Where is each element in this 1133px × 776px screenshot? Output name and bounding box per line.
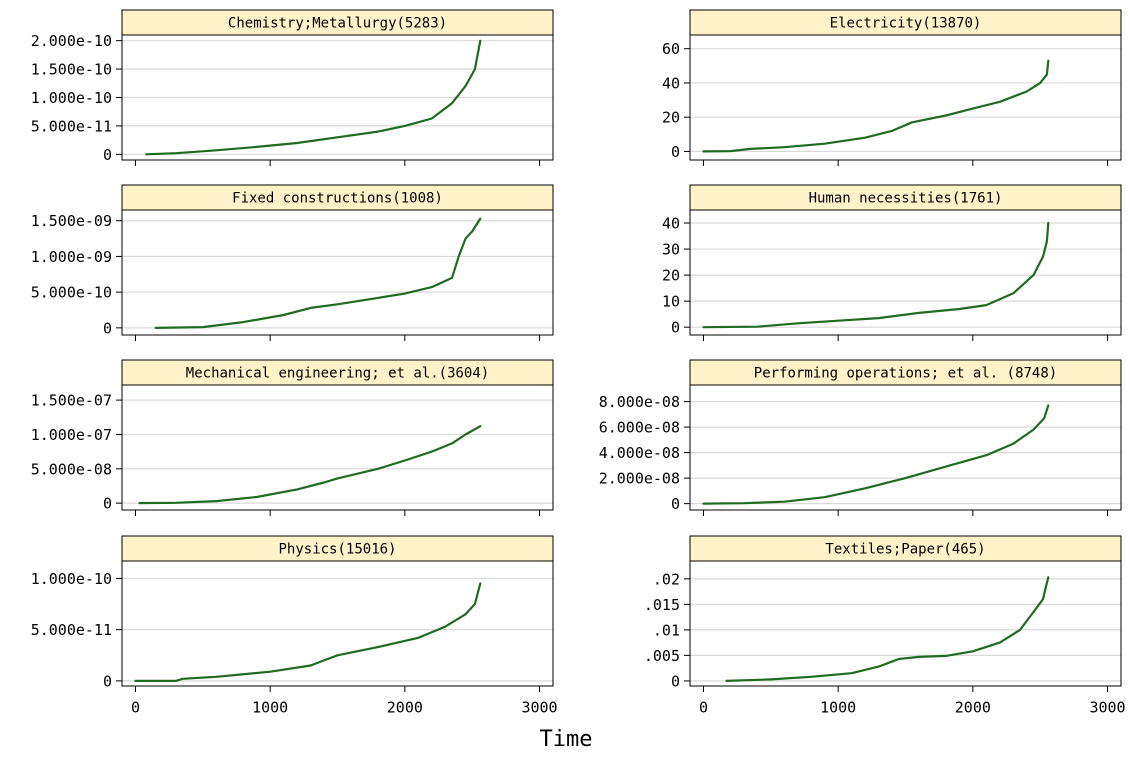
series-line	[702, 221, 1050, 329]
y-tick-label: 1.000e-09	[31, 248, 112, 266]
x-tick-label: 0	[131, 699, 140, 717]
panel-strip	[689, 359, 1122, 386]
x-tick-label: 1000	[252, 699, 288, 717]
y-tick-label: 0	[103, 319, 112, 337]
panel-4: Human necessities(1761) 0 10 20 30 40	[662, 184, 1122, 341]
x-tick-label: 3000	[1089, 699, 1125, 717]
panel-6: Performing operations; et al. (8748) 0 2.0…	[599, 359, 1122, 516]
y-tick-label: .005	[644, 647, 680, 665]
plot-frame	[689, 34, 1122, 161]
y-tick-label: 5.000e-11	[31, 621, 112, 639]
panel-2: Electricity(13870) 0 20 40 60	[662, 9, 1122, 166]
x-axis-title: Time	[540, 727, 593, 752]
y-tick-label: 0	[103, 495, 112, 513]
plot-frame	[121, 384, 554, 511]
y-tick-label: 8.000e-08	[599, 393, 680, 411]
plot-frame	[121, 560, 554, 687]
y-tick-label: .02	[653, 570, 680, 588]
series-line	[725, 576, 1050, 683]
x-tick-label: 2000	[387, 699, 423, 717]
panel-strip	[689, 535, 1122, 562]
y-tick-label: 1.500e-10	[31, 61, 112, 79]
y-tick-label: 40	[662, 74, 680, 92]
series-line	[702, 404, 1050, 505]
plot-frame	[689, 560, 1122, 687]
y-tick-label: 1.000e-07	[31, 426, 112, 444]
panels-layer: Chemistry;Metallurgy(5283) 0 5.000e-11 1.00…	[31, 9, 1126, 717]
panel-title: Chemistry;Metallurgy(5283)	[228, 16, 447, 32]
series-line	[134, 582, 482, 683]
panel-8: Textiles;Paper(465) 0 .005 .01 .015 .02 0 1000 2…	[644, 535, 1126, 717]
x-tick-label: 3000	[521, 699, 557, 717]
x-tick-label: 2000	[955, 699, 991, 717]
series-line	[145, 39, 482, 156]
x-tick-label: 1000	[820, 699, 856, 717]
y-tick-label: 2.000e-10	[31, 32, 112, 50]
plot-frame	[689, 384, 1122, 511]
y-tick-label: 20	[662, 267, 680, 285]
panel-title: Textiles;Paper(465)	[825, 542, 985, 558]
panel-title: Human necessities(1761)	[809, 191, 1003, 207]
y-tick-label: 6.000e-08	[599, 419, 680, 437]
y-tick-label: 40	[662, 215, 680, 233]
y-tick-label: 1.000e-10	[31, 89, 112, 107]
y-tick-label: 30	[662, 241, 680, 259]
y-tick-label: 1.000e-10	[31, 570, 112, 588]
panel-title: Mechanical engineering; et al.(3604)	[186, 366, 489, 382]
panel-1: Chemistry;Metallurgy(5283) 0 5.000e-11 1.00…	[31, 9, 554, 166]
y-tick-label: .01	[653, 621, 680, 639]
panel-7: Physics(15016) 0 5.000e-11 1.000e-10 0 1000 20…	[31, 535, 558, 717]
y-tick-label: 60	[662, 40, 680, 58]
y-tick-label: 5.000e-08	[31, 460, 112, 478]
y-tick-label: .015	[644, 596, 680, 614]
y-tick-label: 0	[103, 146, 112, 164]
y-tick-label: 20	[662, 109, 680, 127]
y-tick-label: 0	[671, 495, 680, 513]
plot-frame	[121, 209, 554, 336]
panel-title: Performing operations; et al. (8748)	[754, 366, 1057, 382]
panel-3: Fixed constructions(1008) 0 5.000e-10 1.000…	[31, 184, 554, 341]
series-line	[154, 217, 482, 329]
y-tick-label: 0	[671, 672, 680, 690]
panel-strip	[121, 535, 554, 562]
y-tick-label: 0	[671, 143, 680, 161]
y-tick-label: 2.000e-08	[599, 470, 680, 488]
y-tick-label: 5.000e-11	[31, 117, 112, 135]
series-line	[702, 59, 1050, 153]
y-tick-label: 5.000e-10	[31, 284, 112, 302]
y-tick-label: 4.000e-08	[599, 444, 680, 462]
panel-5: Mechanical engineering; et al.(3604) 0 5.0…	[31, 359, 554, 516]
panel-title: Electricity(13870)	[830, 16, 982, 32]
y-tick-label: 1.500e-07	[31, 392, 112, 410]
panel-title: Fixed constructions(1008)	[232, 191, 443, 207]
panel-title: Physics(15016)	[278, 542, 396, 558]
y-tick-label: 1.500e-09	[31, 212, 112, 230]
panel-strip	[121, 9, 554, 36]
series-line	[138, 425, 482, 505]
plot-frame	[689, 209, 1122, 336]
y-tick-label: 0	[671, 319, 680, 337]
y-tick-label: 0	[103, 672, 112, 690]
panel-strip	[121, 184, 554, 211]
y-tick-label: 10	[662, 293, 680, 311]
x-tick-label: 0	[699, 699, 708, 717]
